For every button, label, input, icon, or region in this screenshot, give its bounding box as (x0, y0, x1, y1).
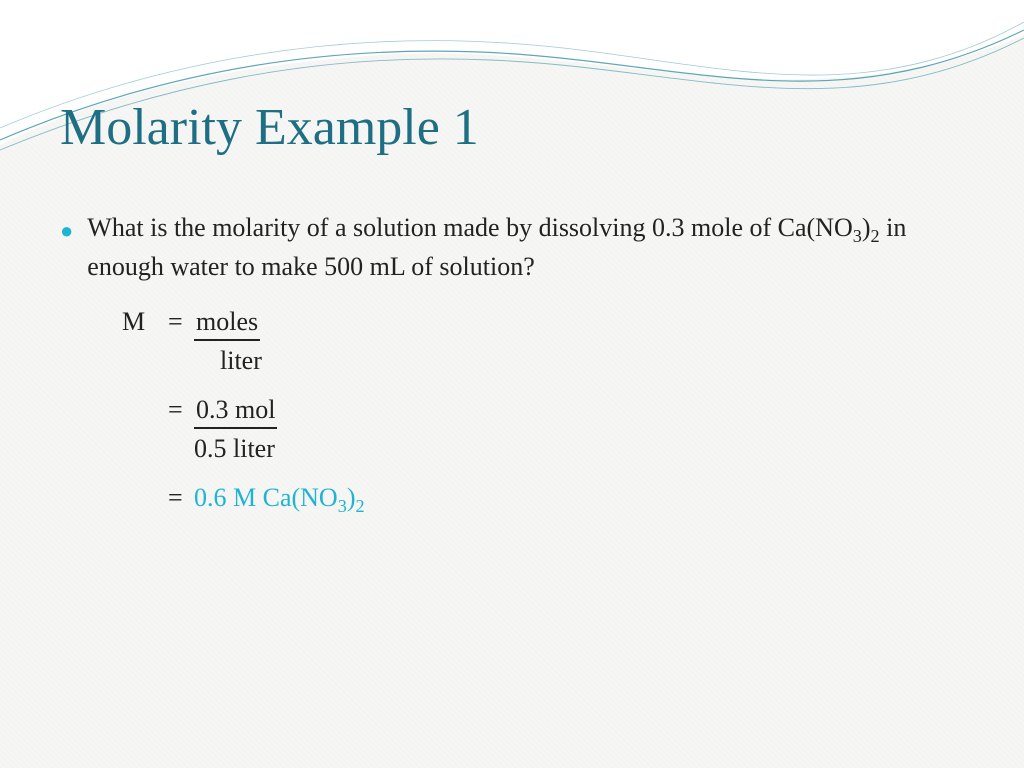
slide: Molarity Example 1 ● What is the molarit… (0, 0, 1024, 768)
answer-sub2: 2 (355, 496, 364, 516)
worked-solution: M=moles liter =0.3 mol 0.5 liter =0.6 M … (122, 304, 960, 519)
answer-eq: = (168, 480, 194, 515)
substitution-line: =0.3 mol (122, 392, 960, 429)
slide-body: ● What is the molarity of a solution mad… (60, 210, 960, 521)
answer-sub1: 3 (338, 496, 347, 516)
formula-numerator: moles (194, 304, 260, 341)
answer-line: =0.6 M Ca(NO3)2 (122, 480, 960, 519)
substitution-eq: = (168, 392, 194, 427)
slide-title: Molarity Example 1 (60, 98, 479, 157)
bullet-icon: ● (60, 214, 73, 247)
answer-value: 0.6 M Ca(NO3)2 (194, 483, 365, 512)
formula-line: M=moles (122, 304, 960, 341)
formula-lhs: M (122, 304, 168, 339)
substitution-denominator: 0.5 liter (194, 431, 960, 466)
question-sub1: 3 (853, 226, 862, 246)
question-pre: What is the molarity of a solution made … (87, 213, 852, 242)
formula-eq: = (168, 304, 194, 339)
answer-pre: 0.6 M Ca(NO (194, 483, 338, 512)
question-sub2: 2 (871, 226, 880, 246)
question-bullet: ● What is the molarity of a solution mad… (60, 210, 960, 284)
question-mid: ) (862, 213, 871, 242)
question-text: What is the molarity of a solution made … (87, 210, 960, 284)
formula-denominator: liter (220, 343, 960, 378)
substitution-numerator: 0.3 mol (194, 392, 277, 429)
